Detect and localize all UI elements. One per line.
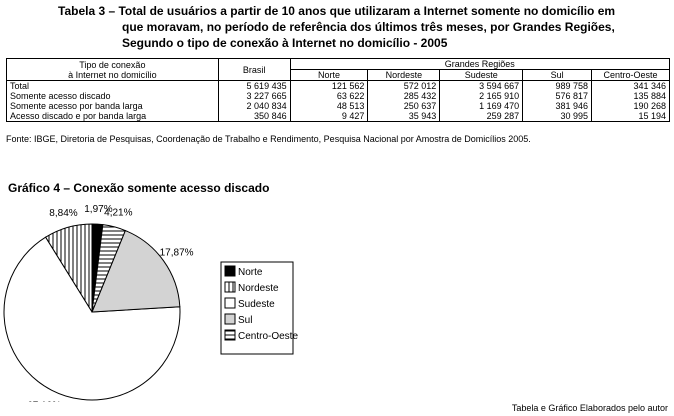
cell: 381 946 bbox=[522, 101, 593, 111]
row-label: Somente acesso discado bbox=[6, 91, 219, 101]
cell: 2 040 834 bbox=[217, 101, 291, 111]
cell: 48 513 bbox=[289, 101, 369, 111]
cell: 572 012 bbox=[367, 80, 441, 91]
row-label: Somente acesso por banda larga bbox=[6, 101, 219, 111]
region-header: Sudeste bbox=[439, 69, 524, 81]
value-label: 17,87% bbox=[160, 247, 194, 258]
value-label: 1,97% bbox=[84, 204, 112, 215]
cell: 259 287 bbox=[439, 111, 524, 122]
cell: 63 622 bbox=[289, 91, 369, 101]
value-label: 67,10% bbox=[27, 400, 61, 402]
title-line: Segundo o tipo de conexão à Internet no … bbox=[122, 36, 448, 50]
cell: 2 165 910 bbox=[439, 91, 524, 101]
table-source: Fonte: IBGE, Diretoria de Pesquisas, Coo… bbox=[6, 134, 531, 144]
region-header: Nordeste bbox=[367, 69, 441, 81]
title-line: Tabela 3 – Total de usuários a partir de… bbox=[58, 4, 616, 18]
legend-swatch bbox=[224, 297, 236, 309]
data-table: Tipo de conexão à Internet no domicílio B… bbox=[6, 58, 671, 122]
table-row: Total 5 619 435 121 562 572 012 3 594 667 989… bbox=[6, 80, 670, 91]
row-label: Acesso discado e por banda larga bbox=[6, 111, 219, 122]
legend-swatch bbox=[224, 265, 236, 277]
region-header: Centro-Oeste bbox=[591, 69, 670, 81]
legend-swatch bbox=[224, 281, 236, 293]
cell: 989 758 bbox=[522, 80, 593, 91]
stub-header-line: à Internet no domicílio bbox=[68, 69, 157, 80]
table-row: Acesso discado e por banda larga 350 846 9… bbox=[6, 111, 670, 122]
pie-slice bbox=[91, 229, 181, 313]
value-label: 8,84% bbox=[49, 208, 77, 219]
cell: 190 268 bbox=[591, 101, 670, 111]
legend-label: Centro-Oeste bbox=[238, 331, 298, 342]
cell: 341 346 bbox=[591, 80, 670, 91]
table-title: Tabela 3 – Total de usuários a partir de… bbox=[50, 3, 630, 51]
row-label: Total bbox=[6, 80, 219, 91]
table-row: Somente acesso por banda larga 2 040 834 4… bbox=[6, 101, 670, 111]
cell: 121 562 bbox=[289, 80, 369, 91]
cell: 3 594 667 bbox=[439, 80, 524, 91]
cell: 576 817 bbox=[522, 91, 593, 101]
table-row: Somente acesso discado 3 227 665 63 622 285… bbox=[6, 91, 670, 101]
stub-header-line: Tipo de conexão bbox=[79, 59, 146, 70]
legend-label: Norte bbox=[238, 267, 263, 278]
title-line: que moravam, no período de referência do… bbox=[122, 20, 615, 34]
cell: 35 943 bbox=[367, 111, 441, 122]
cell: 15 194 bbox=[591, 111, 670, 122]
chart-title: Gráfico 4 – Conexão somente acesso disca… bbox=[8, 181, 269, 195]
legend-label: Sudeste bbox=[238, 299, 275, 310]
legend-box bbox=[220, 261, 294, 355]
value-label: 4,21% bbox=[104, 207, 132, 218]
region-header: Sul bbox=[522, 69, 593, 81]
cell: 1 169 470 bbox=[439, 101, 524, 111]
stub-header: Tipo de conexão à Internet no domicílio bbox=[6, 58, 219, 81]
legend-swatch bbox=[224, 313, 236, 325]
legend-label: Nordeste bbox=[238, 283, 279, 294]
chart: Gráfico 4 – Conexão somente acesso disca… bbox=[3, 181, 298, 402]
cell: 9 427 bbox=[289, 111, 369, 122]
region-header: Norte bbox=[289, 69, 369, 81]
group-header: Grandes Regiões bbox=[289, 58, 671, 70]
cell: 350 846 bbox=[217, 111, 291, 122]
pie-slice bbox=[3, 236, 181, 401]
pie-slice bbox=[91, 224, 126, 313]
cell: 285 432 bbox=[367, 91, 441, 101]
cell: 250 637 bbox=[367, 101, 441, 111]
brasil-header: Brasil bbox=[217, 58, 291, 81]
footer: Tabela e Gráfico Elaborados pelo autor bbox=[511, 403, 668, 413]
legend-label: Sul bbox=[238, 315, 252, 326]
legend-swatch bbox=[224, 329, 236, 341]
cell: 135 884 bbox=[591, 91, 670, 101]
cell: 5 619 435 bbox=[217, 80, 291, 91]
cell: 3 227 665 bbox=[217, 91, 291, 101]
cell: 30 995 bbox=[522, 111, 593, 122]
